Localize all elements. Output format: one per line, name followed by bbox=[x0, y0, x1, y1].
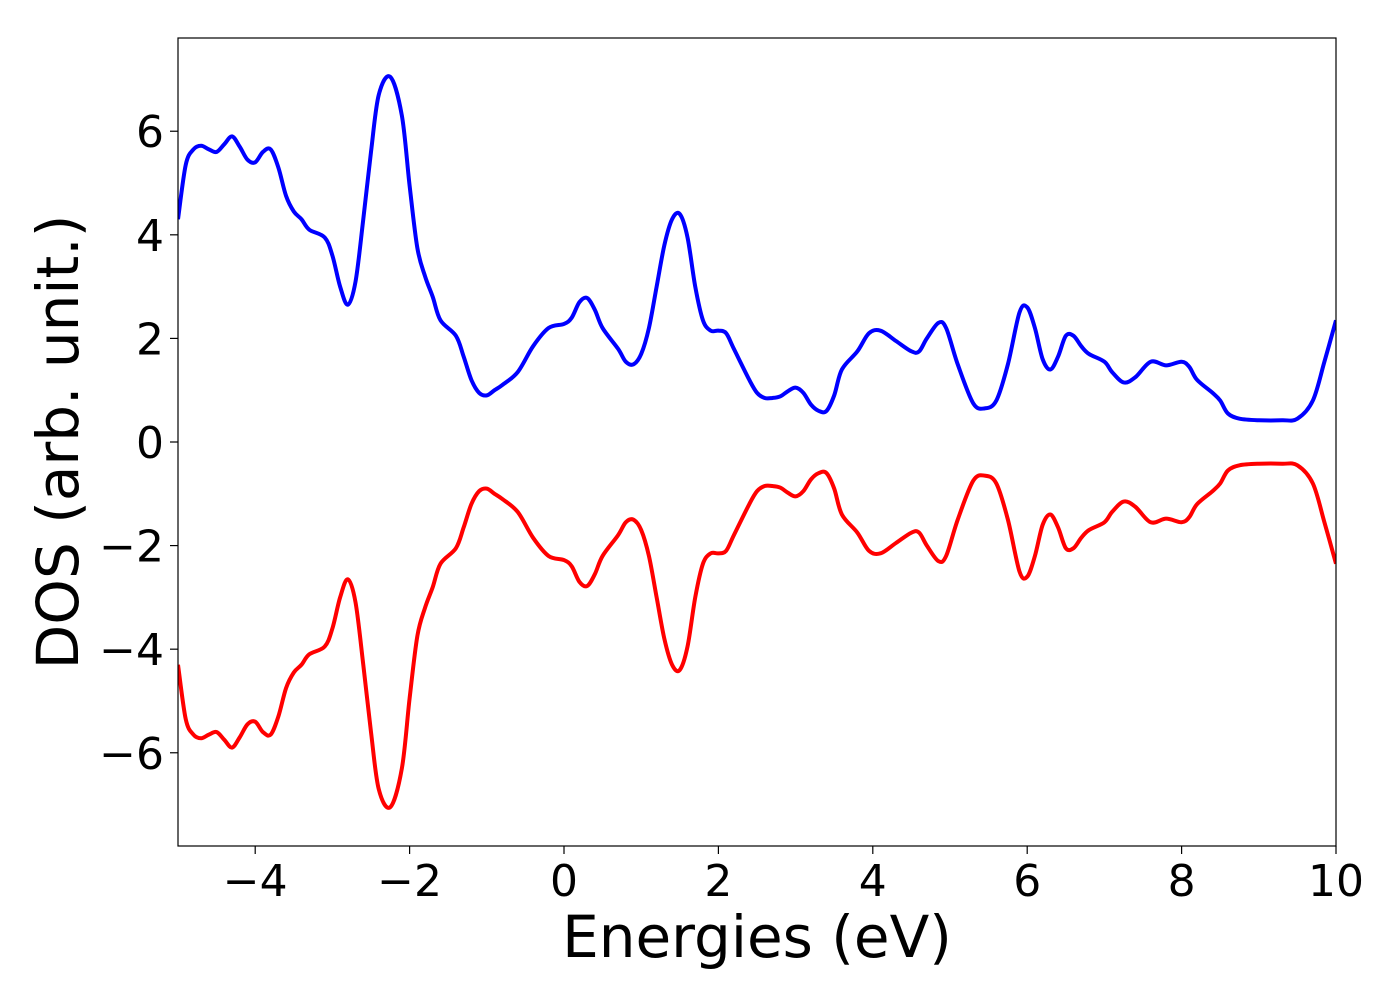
y-tick-label: −2 bbox=[99, 522, 164, 573]
y-tick-label: 0 bbox=[136, 418, 164, 469]
x-tick-label: 0 bbox=[550, 856, 578, 907]
x-axis-ticks: −4 −2 0 2 4 6 8 10 bbox=[223, 846, 1364, 907]
series-layer bbox=[178, 74, 1336, 810]
x-tick-label: 2 bbox=[704, 856, 732, 907]
x-tick-label: 6 bbox=[1013, 856, 1041, 907]
y-tick-label: 2 bbox=[136, 314, 164, 365]
x-tick-label: 8 bbox=[1168, 856, 1196, 907]
x-axis-label: Energies (eV) bbox=[562, 903, 952, 971]
series-line-1 bbox=[178, 74, 1336, 423]
x-tick-label: 10 bbox=[1308, 856, 1364, 907]
x-tick-label: −4 bbox=[223, 856, 288, 907]
x-tick-label: −2 bbox=[377, 856, 442, 907]
x-tick-label: 4 bbox=[859, 856, 887, 907]
y-axis-label: DOS (arb. unit.) bbox=[24, 215, 92, 670]
y-axis-ticks: −6 −4 −2 0 2 4 6 bbox=[99, 107, 178, 780]
y-tick-label: −4 bbox=[99, 625, 164, 676]
y-tick-label: 6 bbox=[136, 107, 164, 158]
y-tick-label: 4 bbox=[136, 211, 164, 262]
y-tick-label: −6 bbox=[99, 729, 164, 780]
series-line-2 bbox=[178, 461, 1336, 810]
